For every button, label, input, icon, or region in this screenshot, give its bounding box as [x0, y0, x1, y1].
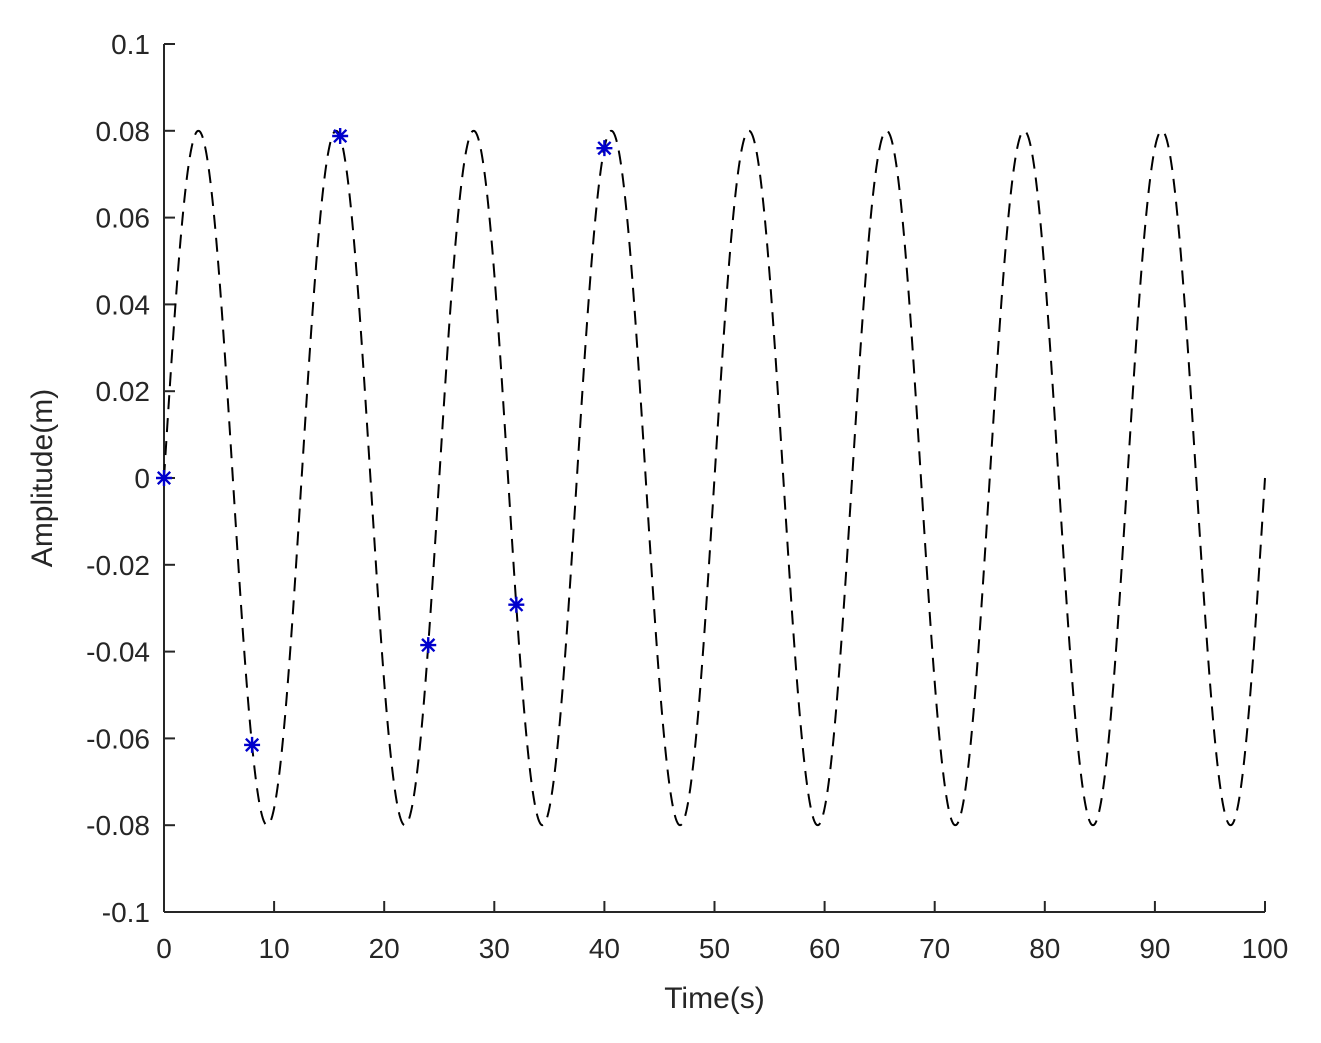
data-point-asterisk — [596, 140, 613, 157]
y-tick-label: -0.06 — [86, 723, 150, 754]
y-tick-label: 0.1 — [111, 29, 150, 60]
data-point-asterisk — [244, 736, 261, 753]
data-point-asterisk — [332, 128, 349, 145]
data-point-asterisk — [508, 596, 525, 613]
x-tick-label: 20 — [369, 933, 400, 964]
x-tick-label: 70 — [919, 933, 950, 964]
x-tick-label: 0 — [156, 933, 172, 964]
y-tick-label: -0.08 — [86, 810, 150, 841]
y-tick-label: 0.04 — [96, 289, 151, 320]
data-point-asterisk — [420, 637, 437, 654]
axes — [163, 43, 1266, 913]
data-point-asterisk — [156, 470, 172, 486]
x-tick-label: 10 — [259, 933, 290, 964]
x-tick-label: 80 — [1029, 933, 1060, 964]
y-tick-label: 0 — [134, 463, 150, 494]
x-tick-label: 90 — [1139, 933, 1170, 964]
x-tick-labels: 0 10 20 30 40 50 60 70 80 90 100 — [156, 933, 1288, 964]
marker-series — [156, 128, 613, 753]
x-tick-label: 60 — [809, 933, 840, 964]
y-tick-label: -0.1 — [102, 897, 150, 928]
y-tick-label: 0.08 — [96, 116, 151, 147]
x-axis-label: Time(s) — [664, 982, 765, 1015]
y-tick-label: -0.04 — [86, 637, 150, 668]
x-tick-label: 100 — [1242, 933, 1289, 964]
x-tick-label: 50 — [699, 933, 730, 964]
x-tick-label: 30 — [479, 933, 510, 964]
y-tick-label: -0.02 — [86, 550, 150, 581]
x-tick-label: 40 — [589, 933, 620, 964]
sine-line — [163, 129, 1266, 827]
y-tick-label: 0.06 — [96, 203, 151, 234]
y-tick-label: 0.02 — [96, 376, 151, 407]
y-tick-labels: -0.1 -0.08 -0.06 -0.04 -0.02 0 0.02 0.04… — [86, 29, 150, 928]
y-axis-label: Amplitude(m) — [26, 389, 59, 567]
